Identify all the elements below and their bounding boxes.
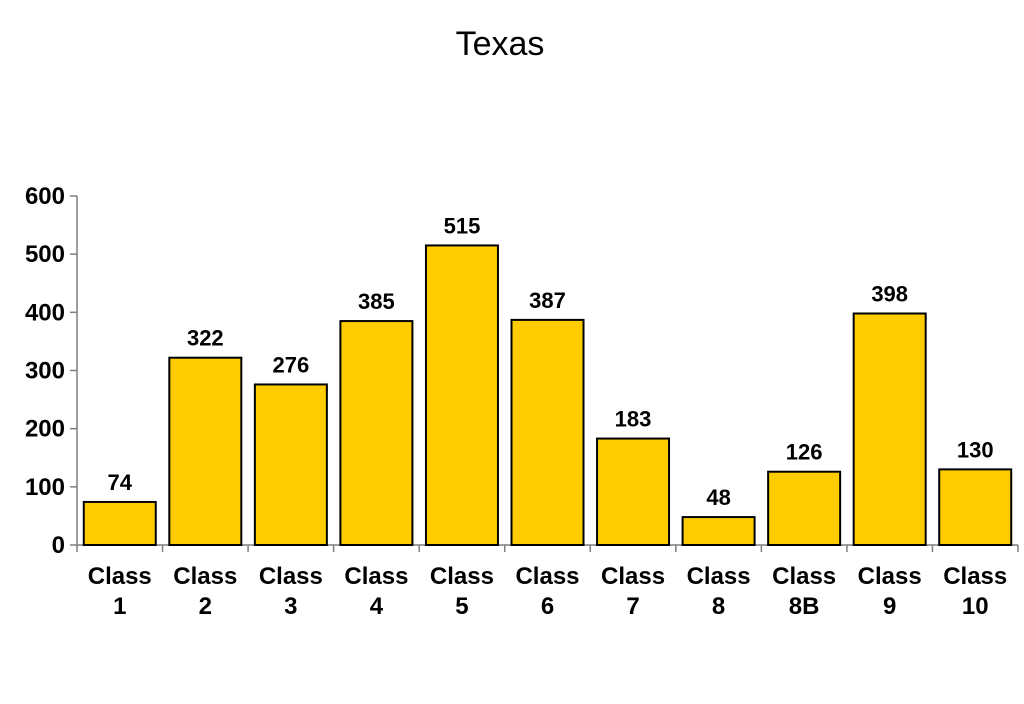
x-axis bbox=[76, 544, 1019, 552]
data-label: 48 bbox=[706, 485, 730, 510]
x-tick-label: Class 1 bbox=[88, 563, 152, 620]
x-tick-label: Class 10 bbox=[943, 563, 1007, 620]
bar-series bbox=[82, 244, 1013, 547]
chart-title: Texas bbox=[456, 25, 545, 63]
data-label: 387 bbox=[529, 288, 566, 313]
data-labels: 74 322 276 385 515 387 183 48 126 398 130 bbox=[108, 213, 994, 510]
bar bbox=[510, 318, 585, 546]
data-label: 385 bbox=[358, 289, 395, 314]
x-tick-label: Class 3 bbox=[259, 563, 323, 620]
bar bbox=[767, 470, 842, 546]
data-label: 276 bbox=[273, 352, 310, 377]
bar bbox=[339, 320, 414, 546]
data-label: 126 bbox=[786, 440, 823, 465]
bar bbox=[168, 356, 243, 546]
y-tick-label: 500 bbox=[25, 241, 65, 268]
y-tick-label: 300 bbox=[25, 358, 65, 385]
y-tick-label: 400 bbox=[25, 299, 65, 326]
x-tick-label: Class 7 bbox=[601, 563, 665, 620]
y-axis: 0 100 200 300 400 500 600 bbox=[25, 183, 78, 559]
bar bbox=[424, 244, 499, 546]
bar bbox=[596, 437, 671, 546]
data-label: 322 bbox=[187, 326, 224, 351]
data-label: 130 bbox=[957, 437, 994, 462]
x-tick-label: Class 4 bbox=[344, 563, 408, 620]
category-labels: Class 1 Class 2 Class 3 Class 4 Class 5 Class 6 Clas… bbox=[88, 563, 1008, 620]
data-label: 74 bbox=[108, 470, 133, 495]
bar bbox=[253, 383, 328, 546]
bar bbox=[938, 468, 1013, 546]
x-tick-label: Class 2 bbox=[173, 563, 237, 620]
x-tick-label: Class 6 bbox=[515, 563, 579, 620]
data-label: 515 bbox=[444, 213, 481, 238]
bar bbox=[82, 500, 157, 546]
bar bbox=[681, 516, 756, 547]
y-tick-label: 0 bbox=[52, 532, 65, 559]
bar bbox=[852, 312, 927, 546]
y-tick-label: 600 bbox=[25, 183, 65, 210]
y-tick-label: 100 bbox=[25, 474, 65, 501]
data-label: 183 bbox=[615, 407, 652, 432]
x-tick-label: Class 8B bbox=[772, 563, 836, 620]
data-label: 398 bbox=[871, 281, 908, 306]
x-tick-label: Class 9 bbox=[858, 563, 922, 620]
x-tick-label: Class 8 bbox=[687, 563, 751, 620]
y-tick-label: 200 bbox=[25, 416, 65, 443]
x-tick-label: Class 5 bbox=[430, 563, 494, 620]
